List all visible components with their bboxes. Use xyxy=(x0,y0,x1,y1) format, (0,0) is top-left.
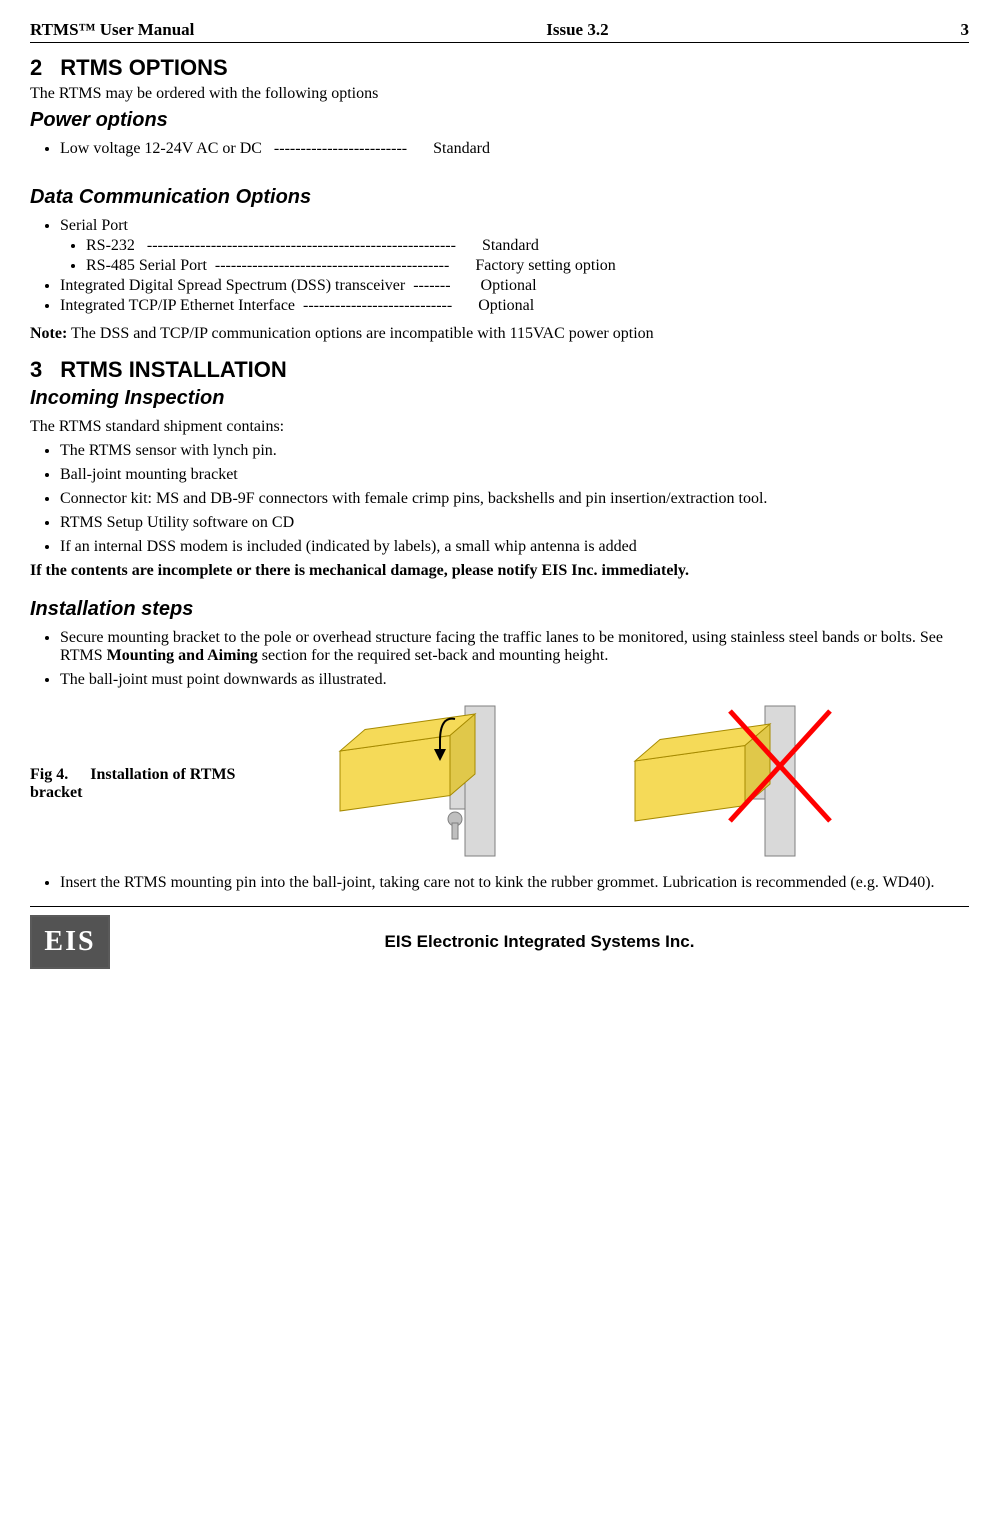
serial-port-sublist: RS-232 ---------------------------------… xyxy=(60,237,969,275)
dss-label: Integrated Digital Spread Spectrum (DSS)… xyxy=(60,277,467,295)
header-left: RTMS™ User Manual xyxy=(30,20,194,40)
ship-item: The RTMS sensor with lynch pin. xyxy=(60,442,969,460)
section-2-number: 2 xyxy=(30,55,42,81)
footer-text: EIS Electronic Integrated Systems Inc. xyxy=(110,932,969,952)
figure-4-number: Fig 4. xyxy=(30,766,68,784)
bracket-diagram-icon xyxy=(280,701,840,861)
section-3-number: 3 xyxy=(30,357,42,383)
incoming-inspection-heading: Incoming Inspection xyxy=(30,387,969,410)
step1-post: section for the required set-back and mo… xyxy=(258,647,609,664)
section-2-text: RTMS OPTIONS xyxy=(60,55,227,80)
install-step-1: Secure mounting bracket to the pole or o… xyxy=(60,629,969,665)
power-option-item: Low voltage 12-24V AC or DC ------------… xyxy=(60,140,969,158)
section-2-intro: The RTMS may be ordered with the followi… xyxy=(30,85,969,103)
power-options-heading: Power options xyxy=(30,109,969,132)
shipment-list: The RTMS sensor with lynch pin. Ball-joi… xyxy=(30,442,969,556)
power-option-status: Standard xyxy=(419,140,490,158)
install-steps-heading: Installation steps xyxy=(30,598,969,621)
page-footer: EIS EIS Electronic Integrated Systems In… xyxy=(30,906,969,969)
data-comm-heading: Data Communication Options xyxy=(30,186,969,209)
tcp-label: Integrated TCP/IP Ethernet Interface ---… xyxy=(60,297,464,315)
install-steps-list-cont: Insert the RTMS mounting pin into the ba… xyxy=(30,874,969,892)
figure-4-area: Fig 4.Installation of RTMS bracket xyxy=(30,701,969,866)
data-comm-list: Serial Port RS-232 ---------------------… xyxy=(30,217,969,315)
rs485-status: Factory setting option xyxy=(461,257,615,275)
install-step-2: The ball-joint must point downwards as i… xyxy=(60,671,969,689)
step1-bold: Mounting and Aiming xyxy=(107,647,258,664)
rs232-label: RS-232 ---------------------------------… xyxy=(86,237,468,255)
note-line: Note: The DSS and TCP/IP communication o… xyxy=(30,325,969,343)
note-text: The DSS and TCP/IP communication options… xyxy=(67,325,653,342)
tcp-item: Integrated TCP/IP Ethernet Interface ---… xyxy=(60,297,969,315)
ship-item: Ball-joint mounting bracket xyxy=(60,466,969,484)
rs232-status: Standard xyxy=(468,237,539,255)
incoming-intro: The RTMS standard shipment contains: xyxy=(30,418,969,436)
rs232-item: RS-232 ---------------------------------… xyxy=(86,237,969,255)
ship-item: If an internal DSS modem is included (in… xyxy=(60,538,969,556)
power-option-label: Low voltage 12-24V AC or DC ------------… xyxy=(60,140,419,158)
serial-port-label: Serial Port xyxy=(60,217,128,234)
ship-item: RTMS Setup Utility software on CD xyxy=(60,514,969,532)
power-options-list: Low voltage 12-24V AC or DC ------------… xyxy=(30,140,969,158)
install-step-3: Insert the RTMS mounting pin into the ba… xyxy=(60,874,969,892)
page-header: RTMS™ User Manual Issue 3.2 3 xyxy=(30,20,969,43)
figure-4-caption: Fig 4.Installation of RTMS bracket xyxy=(30,766,280,802)
install-steps-list: Secure mounting bracket to the pole or o… xyxy=(30,629,969,689)
header-center: Issue 3.2 xyxy=(546,20,608,40)
tcp-status: Optional xyxy=(464,297,534,315)
serial-port-item: Serial Port RS-232 ---------------------… xyxy=(60,217,969,275)
rs485-item: RS-485 Serial Port ---------------------… xyxy=(86,257,969,275)
note-label: Note: xyxy=(30,325,67,342)
header-right: 3 xyxy=(960,20,969,40)
dss-status: Optional xyxy=(467,277,537,295)
damage-note: If the contents are incomplete or there … xyxy=(30,562,969,580)
ship-item: Connector kit: MS and DB-9F connectors w… xyxy=(60,490,969,508)
dss-item: Integrated Digital Spread Spectrum (DSS)… xyxy=(60,277,969,295)
section-3-title: 3 RTMS INSTALLATION xyxy=(30,357,969,383)
section-2-title: 2 RTMS OPTIONS xyxy=(30,55,969,81)
eis-logo: EIS xyxy=(30,915,110,969)
section-3-text: RTMS INSTALLATION xyxy=(60,357,287,382)
rs485-label: RS-485 Serial Port ---------------------… xyxy=(86,257,461,275)
figure-4-svg xyxy=(280,701,969,866)
